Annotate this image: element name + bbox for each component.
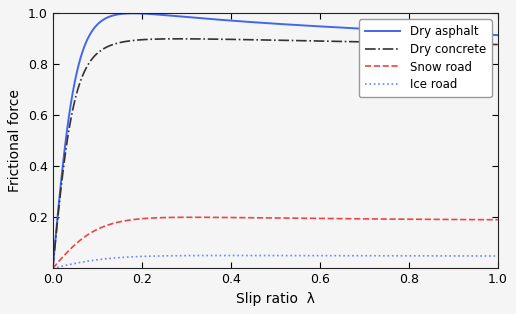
Ice road — [482, 254, 488, 258]
Ice road — [223, 254, 229, 257]
Dry concrete — [495, 43, 501, 46]
Dry asphalt — [482, 33, 488, 36]
Snow road — [482, 218, 488, 222]
Line: Dry concrete: Dry concrete — [53, 39, 498, 268]
Y-axis label: Frictional force: Frictional force — [8, 89, 22, 192]
Snow road — [72, 242, 78, 246]
Dry asphalt — [495, 33, 501, 37]
Dry concrete — [50, 266, 56, 270]
Snow road — [50, 266, 56, 270]
Dry concrete — [176, 37, 182, 41]
Dry concrete — [254, 38, 261, 42]
Dry asphalt — [266, 21, 272, 25]
Line: Snow road: Snow road — [53, 217, 498, 268]
Ice road — [50, 266, 56, 270]
Ice road — [495, 254, 501, 258]
Dry concrete — [482, 42, 488, 46]
Dry asphalt — [400, 29, 407, 33]
Line: Dry asphalt: Dry asphalt — [53, 13, 498, 268]
Snow road — [495, 218, 501, 222]
Dry asphalt — [50, 266, 56, 270]
Dry concrete — [266, 38, 272, 42]
Dry asphalt — [130, 11, 136, 15]
Dry concrete — [72, 96, 78, 100]
Ice road — [254, 254, 261, 257]
Dry concrete — [400, 41, 407, 45]
Snow road — [400, 217, 407, 221]
Ice road — [400, 254, 407, 258]
Ice road — [266, 254, 272, 257]
Dry asphalt — [72, 77, 78, 80]
Ice road — [72, 262, 78, 265]
Snow road — [188, 215, 195, 219]
Line: Ice road: Ice road — [53, 256, 498, 268]
Legend: Dry asphalt, Dry concrete, Snow road, Ice road: Dry asphalt, Dry concrete, Snow road, Ic… — [359, 19, 492, 97]
Ice road — [482, 254, 488, 258]
Dry concrete — [482, 42, 488, 46]
X-axis label: Slip ratio  λ: Slip ratio λ — [236, 292, 315, 306]
Dry asphalt — [482, 33, 488, 36]
Snow road — [266, 216, 272, 220]
Snow road — [482, 218, 488, 222]
Dry asphalt — [254, 21, 261, 24]
Snow road — [254, 216, 261, 220]
